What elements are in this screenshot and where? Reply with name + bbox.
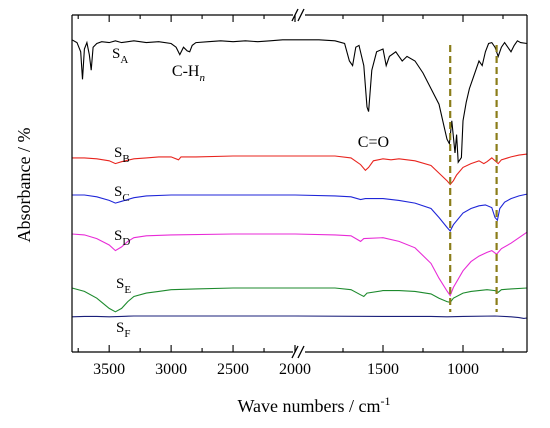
x-tick-label: 1000 xyxy=(447,361,479,378)
y-axis-title: Absorbance / % xyxy=(14,128,34,243)
x-tick-label: 2000 xyxy=(279,361,311,378)
series-label-C: SC xyxy=(114,184,130,204)
series-line-E-low xyxy=(295,287,528,304)
annotation-2: C=O xyxy=(358,134,389,151)
series-line-A-high xyxy=(71,39,295,80)
x-tick-label: 3000 xyxy=(155,361,187,378)
axes: 3500 3000 2500 2000 1500 1000 xyxy=(71,8,528,378)
series-label-A: SA xyxy=(112,46,128,66)
x-tick-label: 1500 xyxy=(367,361,399,378)
series-label-E: SE xyxy=(116,276,131,296)
series-layer xyxy=(71,39,528,319)
x-tick-label: 2500 xyxy=(217,361,249,378)
annotations: C-Hn C=O xyxy=(172,63,389,151)
series-line-B-low xyxy=(295,153,528,186)
x-axis-title: Wave numbers / cm-1 xyxy=(237,394,390,416)
series-labels: SA SB SC SD SE SF xyxy=(112,46,131,340)
reference-lines xyxy=(449,45,498,312)
series-line-F-low xyxy=(294,315,528,319)
series-line-E-high xyxy=(71,287,295,313)
series-line-D-high xyxy=(71,233,295,252)
series-line-C-low xyxy=(294,193,528,232)
series-line-A-low xyxy=(295,39,528,164)
axis-break-mark-bottom-2 xyxy=(297,345,305,359)
series-line-B-high xyxy=(72,155,295,165)
series-label-B: SB xyxy=(114,145,130,165)
series-line-C-high xyxy=(72,194,295,204)
axis-break-mark-top-2 xyxy=(297,8,305,22)
annotation-1: C-Hn xyxy=(172,63,206,84)
series-line-D-low xyxy=(294,231,528,297)
series-line-F-high xyxy=(71,315,295,318)
series-label-F: SF xyxy=(116,320,130,340)
x-tick-label: 3500 xyxy=(93,361,125,378)
series-label-D: SD xyxy=(114,228,130,248)
